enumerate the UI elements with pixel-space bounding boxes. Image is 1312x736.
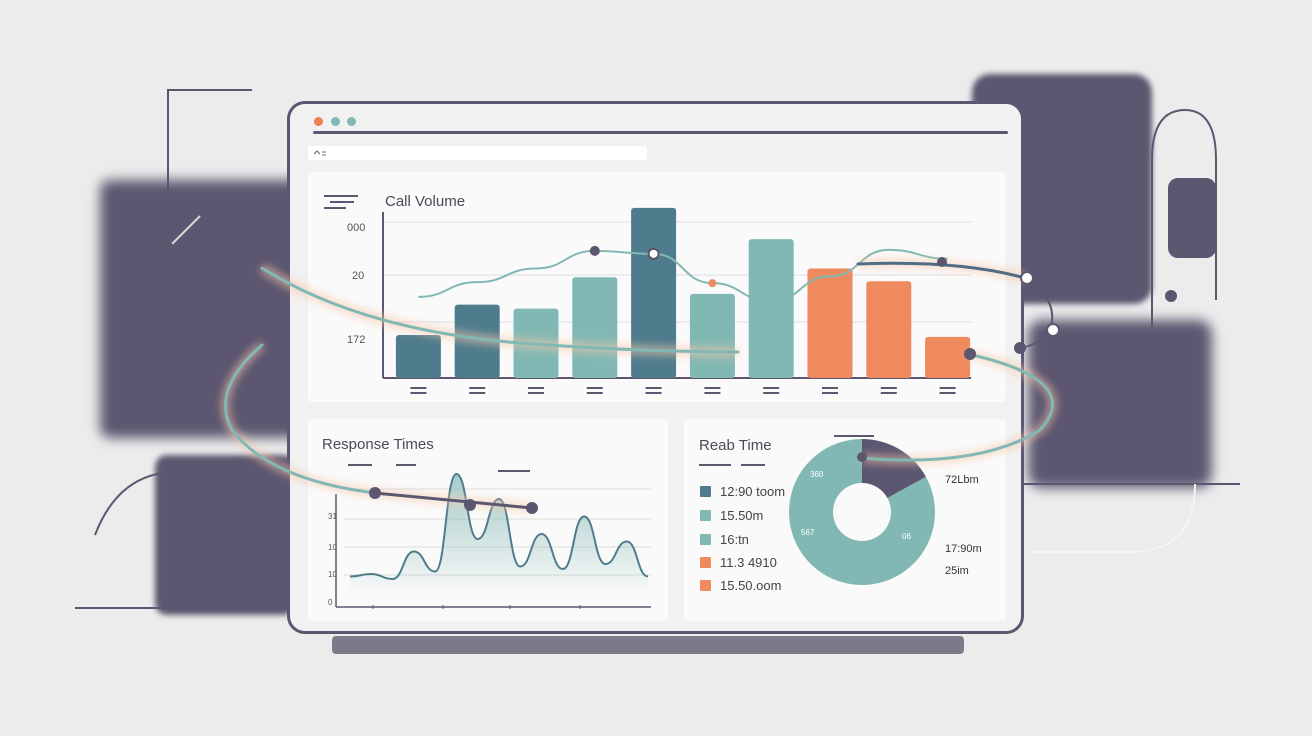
legend-item: 12:90 toom	[700, 483, 785, 499]
address-bar[interactable]	[308, 146, 647, 160]
response-times-panel: Response Times 31 10 10 0	[308, 419, 668, 621]
home-icon	[313, 150, 326, 156]
y-tick-label: 31	[328, 512, 337, 521]
bar	[748, 239, 794, 378]
area-fill	[350, 474, 648, 589]
donut-side-label: 72Lbm	[945, 474, 979, 486]
call-volume-title: Call Volume	[385, 193, 466, 210]
window-shadow	[332, 636, 964, 654]
bar	[395, 334, 441, 378]
legend-item: 15.50m	[700, 507, 763, 523]
donut-side-label: 17:90m	[945, 543, 982, 555]
title-underline	[699, 464, 765, 466]
reab-time-donut-chart: 360 567 06	[789, 435, 935, 585]
legend-item: 16:tn	[700, 531, 749, 547]
legend-label: 15.50m	[720, 507, 764, 523]
slice-label: 06	[902, 532, 911, 541]
donut-side-label: 25im	[945, 565, 969, 577]
y-tick-label: 10	[328, 570, 337, 579]
call-volume-panel: Call Volume 000 20 172	[308, 172, 1006, 402]
legend-label: 15.50.oom	[720, 577, 782, 593]
y-tick-label: 0	[328, 598, 333, 607]
y-tick-label: 000	[347, 222, 366, 234]
bar	[454, 304, 500, 378]
maximize-dot[interactable]	[347, 117, 356, 126]
y-tick-label: 10	[328, 543, 337, 552]
minimize-dot[interactable]	[331, 117, 340, 126]
bar	[513, 308, 559, 378]
close-dot[interactable]	[314, 117, 323, 126]
bar	[866, 281, 912, 378]
legend-label: 16:tn	[720, 531, 749, 547]
bar	[807, 268, 853, 378]
donut-hole	[833, 483, 891, 541]
browser-window: Call Volume 000 20 172 Response Times 31…	[287, 101, 1024, 634]
bar	[572, 277, 618, 378]
slice-label: 360	[810, 470, 824, 479]
reab-time-title: Reab Time	[699, 437, 772, 454]
reab-time-panel: Reab Time 12:90 toom 15.50m 16:tn 11.3 4…	[684, 419, 1006, 621]
legend-item: 11.3 4910	[700, 554, 777, 570]
bar	[689, 293, 735, 378]
legend-item: 15.50.oom	[700, 577, 781, 593]
trend-point	[708, 279, 717, 288]
call-volume-bar-chart	[382, 207, 971, 394]
trend-point	[647, 247, 660, 260]
legend-label: 12:90 toom	[720, 483, 786, 499]
trend-point	[589, 245, 600, 256]
bar	[631, 207, 677, 378]
menu-icon[interactable]	[324, 194, 358, 210]
titlebar-divider	[313, 131, 1008, 134]
bar	[925, 336, 971, 378]
legend-label: 11.3 4910	[720, 554, 777, 570]
slice-label: 567	[801, 528, 815, 537]
response-times-area-chart	[335, 464, 651, 609]
